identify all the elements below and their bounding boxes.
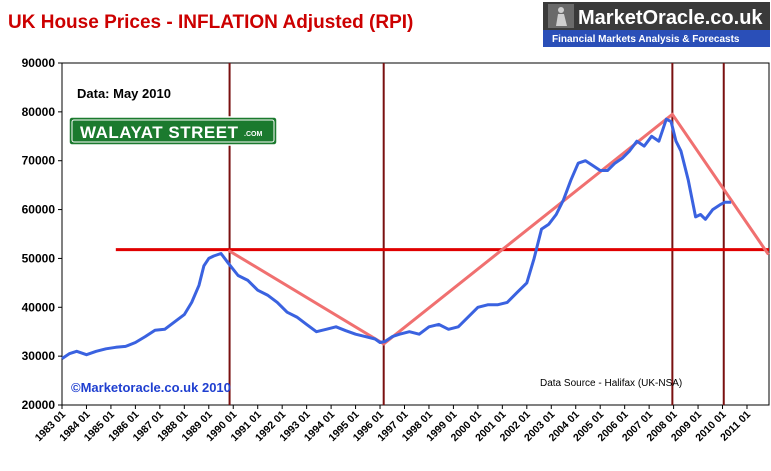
trend-line bbox=[382, 112, 674, 346]
trend-lines bbox=[228, 112, 770, 346]
trend-line bbox=[670, 112, 770, 256]
price-line bbox=[61, 117, 732, 360]
marker-lines bbox=[228, 63, 725, 405]
y-tick-label: 60000 bbox=[22, 203, 56, 217]
y-tick-label: 40000 bbox=[22, 300, 56, 314]
statue-icon bbox=[548, 4, 574, 28]
y-tick-label: 80000 bbox=[22, 105, 56, 119]
logo-tagline: Financial Markets Analysis & Forecasts bbox=[552, 34, 740, 45]
y-tick-label: 90000 bbox=[22, 56, 56, 70]
copyright-label: ©Marketoracle.co.uk 2010 bbox=[71, 380, 231, 395]
marketoracle-logo: MarketOracle.co.uk Financial Markets Ana… bbox=[543, 2, 770, 47]
y-tick-label: 30000 bbox=[22, 349, 56, 363]
y-tick-label: 50000 bbox=[22, 251, 56, 265]
y-axis: 20000 30000 40000 50000 60000 70000 80000 90000 bbox=[22, 56, 62, 412]
sign-text: WALAYAT STREET bbox=[80, 123, 239, 142]
source-label: Data Source - Halifax (UK-NSA) bbox=[540, 378, 682, 389]
walayat-street-sign: WALAYAT STREET .COM bbox=[68, 116, 278, 146]
sign-suffix: .COM bbox=[244, 131, 262, 138]
plot-frame bbox=[61, 62, 770, 406]
y-tick-label: 20000 bbox=[22, 398, 56, 412]
logo-text: MarketOracle.co.uk bbox=[578, 7, 763, 29]
y-tick-label: 70000 bbox=[22, 154, 56, 168]
chart-title: UK House Prices - INFLATION Adjusted (RP… bbox=[8, 12, 413, 33]
data-date-label: Data: May 2010 bbox=[77, 86, 171, 101]
trend-line bbox=[228, 249, 386, 346]
price-series bbox=[61, 117, 732, 360]
